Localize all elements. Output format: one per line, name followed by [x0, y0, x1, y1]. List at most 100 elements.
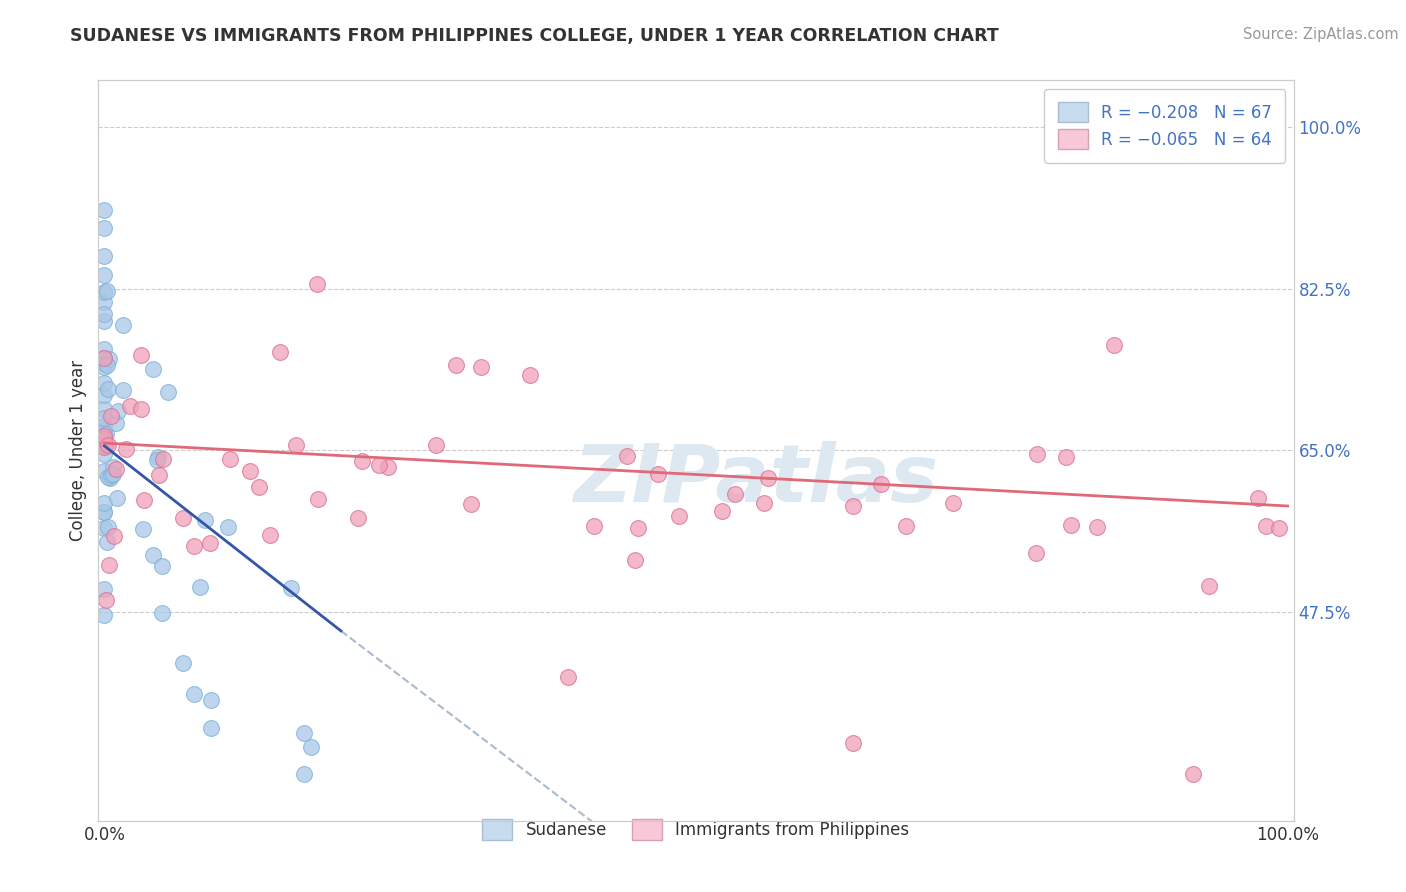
Point [194, 513, 217, 527]
Point [93, 582, 115, 596]
Point [112, 318, 135, 332]
Point [350, 454, 373, 468]
Point [292, 726, 315, 740]
Point [112, 384, 135, 398]
Point [93, 306, 115, 320]
Point [93, 429, 115, 443]
Point [1087, 520, 1109, 534]
Point [292, 767, 315, 781]
Point [758, 471, 780, 485]
Text: SUDANESE VS IMMIGRANTS FROM PHILIPPINES COLLEGE, UNDER 1 YEAR CORRELATION CHART: SUDANESE VS IMMIGRANTS FROM PHILIPPINES … [70, 27, 1000, 45]
Point [157, 384, 180, 399]
Point [100, 467, 122, 482]
Point [152, 452, 174, 467]
Y-axis label: College, Under 1 year: College, Under 1 year [69, 359, 87, 541]
Point [97, 469, 120, 483]
Point [93, 440, 115, 454]
Point [307, 491, 329, 506]
Point [247, 480, 270, 494]
Point [280, 581, 302, 595]
Point [93, 464, 115, 478]
Point [172, 657, 194, 671]
Point [299, 739, 322, 754]
Point [894, 519, 917, 533]
Point [94, 437, 117, 451]
Point [93, 314, 115, 328]
Point [146, 453, 169, 467]
Point [460, 497, 482, 511]
Point [616, 449, 638, 463]
Point [1056, 450, 1078, 464]
Point [93, 360, 115, 375]
Point [1025, 546, 1047, 560]
Point [752, 495, 775, 509]
Point [377, 460, 399, 475]
Point [188, 580, 211, 594]
Point [842, 499, 865, 513]
Point [94, 426, 117, 441]
Point [93, 432, 115, 446]
Text: ZIPatlas: ZIPatlas [574, 441, 938, 519]
Point [93, 521, 115, 535]
Point [97, 558, 120, 573]
Point [183, 539, 205, 553]
Point [557, 669, 579, 683]
Point [93, 505, 115, 519]
Point [93, 387, 115, 401]
Point [869, 477, 891, 491]
Point [129, 402, 152, 417]
Point [93, 351, 115, 365]
Point [183, 687, 205, 701]
Point [647, 467, 669, 481]
Point [150, 559, 173, 574]
Point [93, 447, 115, 461]
Point [93, 249, 115, 263]
Point [93, 607, 115, 622]
Point [97, 383, 120, 397]
Point [105, 462, 128, 476]
Point [96, 284, 118, 298]
Point [97, 351, 120, 366]
Point [103, 529, 125, 543]
Point [96, 535, 118, 549]
Point [93, 411, 115, 425]
Point [93, 285, 115, 299]
Point [1025, 447, 1047, 461]
Point [103, 460, 125, 475]
Point [425, 438, 447, 452]
Point [93, 221, 115, 235]
Point [93, 342, 115, 356]
Text: Source: ZipAtlas.com: Source: ZipAtlas.com [1243, 27, 1399, 42]
Point [239, 464, 262, 478]
Point [150, 606, 173, 620]
Point [1059, 517, 1081, 532]
Point [198, 536, 221, 550]
Point [446, 358, 468, 372]
Point [129, 348, 152, 362]
Point [269, 344, 291, 359]
Point [942, 496, 965, 510]
Point [93, 496, 115, 510]
Point [93, 402, 115, 417]
Point [307, 277, 329, 291]
Point [217, 520, 239, 534]
Point [93, 418, 115, 433]
Point [219, 451, 242, 466]
Point [519, 368, 541, 382]
Point [347, 510, 370, 524]
Point [582, 518, 605, 533]
Point [100, 409, 122, 424]
Point [93, 295, 115, 310]
Point [97, 438, 120, 452]
Point [148, 468, 170, 483]
Point [96, 593, 118, 607]
Point [724, 486, 747, 500]
Point [93, 356, 115, 370]
Point [98, 471, 121, 485]
Point [132, 522, 155, 536]
Point [711, 504, 734, 518]
Point [259, 528, 281, 542]
Point [142, 548, 165, 562]
Point [200, 721, 222, 735]
Point [93, 438, 115, 452]
